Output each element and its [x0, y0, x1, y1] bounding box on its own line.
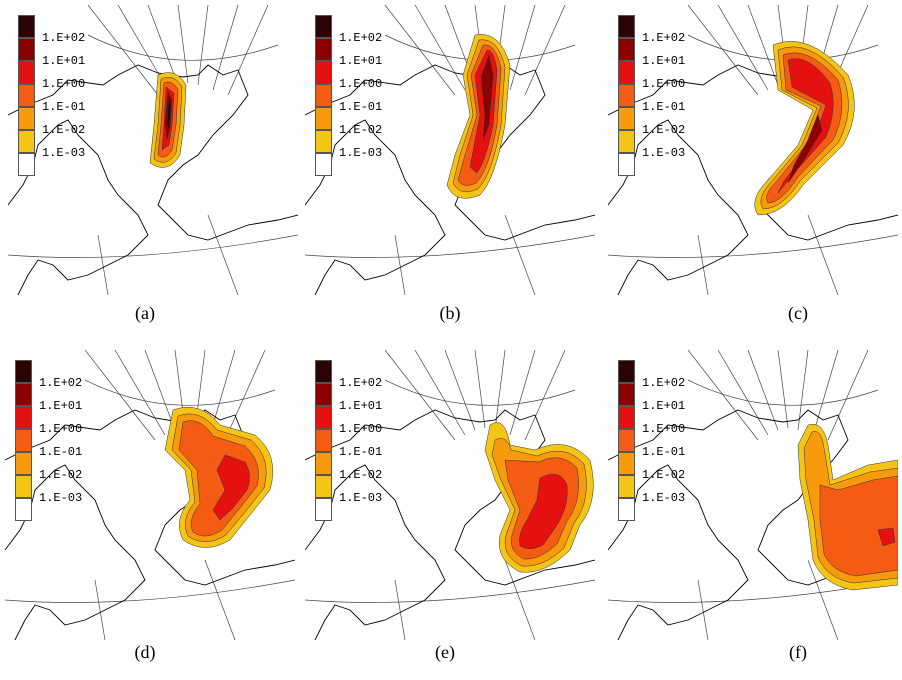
legend-label: 1.E-02 — [39, 468, 83, 482]
map-f — [608, 350, 898, 640]
legend-label: 1.E+00 — [642, 422, 686, 436]
map-a — [8, 5, 298, 295]
legend-swatch — [315, 107, 332, 130]
legend-swatch — [18, 153, 35, 176]
legend-label: 1.E+00 — [42, 77, 86, 91]
map-panel-e: 1.E+02 1.E+01 1.E+00 1.E-01 1.E-02 1.E-0… — [305, 350, 595, 680]
legend-swatch — [15, 452, 32, 475]
legend-swatch — [315, 429, 332, 452]
panel-caption: (a) — [135, 303, 155, 323]
panel-caption: (c) — [788, 303, 808, 323]
legend-label: 1.E+02 — [39, 376, 83, 390]
legend-swatch — [18, 107, 35, 130]
legend-swatch — [315, 360, 332, 383]
legend-label: 1.E+01 — [42, 54, 86, 68]
legend-swatch — [18, 15, 35, 38]
legend-label: 1.E+02 — [642, 31, 686, 45]
legend-swatch — [618, 61, 635, 84]
map-panel-f: 1.E+02 1.E+01 1.E+00 1.E-01 1.E-02 1.E-0… — [608, 350, 898, 680]
legend-label: 1.E+01 — [339, 399, 383, 413]
legend-label: 1.E+00 — [339, 77, 383, 91]
legend-swatch — [618, 107, 635, 130]
legend-swatch — [18, 38, 35, 61]
legend-label: 1.E-03 — [42, 146, 86, 160]
legend-swatch — [15, 475, 32, 498]
legend-swatch — [15, 498, 32, 521]
legend-swatch — [618, 130, 635, 153]
legend-label: 1.E-01 — [642, 100, 686, 114]
legend-swatch — [618, 38, 635, 61]
legend-swatch — [618, 360, 635, 383]
legend-label: 1.E+02 — [339, 376, 383, 390]
legend-label: 1.E-01 — [339, 445, 383, 459]
panel-caption: (d) — [134, 642, 156, 662]
legend-label: 1.E+02 — [642, 376, 686, 390]
legend-swatch — [618, 452, 635, 475]
legend-swatch — [315, 15, 332, 38]
legend-swatch — [15, 383, 32, 406]
legend-swatch — [15, 360, 32, 383]
legend-swatch — [618, 406, 635, 429]
legend-swatch — [315, 130, 332, 153]
legend-label: 1.E+00 — [339, 422, 383, 436]
legend-label: 1.E+00 — [39, 422, 83, 436]
legend-label: 1.E-01 — [339, 100, 383, 114]
legend-label: 1.E+02 — [339, 31, 383, 45]
legend-label: 1.E-01 — [42, 100, 86, 114]
panel-caption: (f) — [789, 642, 807, 662]
map-b — [305, 5, 595, 295]
legend-label: 1.E-02 — [339, 468, 383, 482]
map-panel-b: 1.E+02 1.E+01 1.E+00 1.E-01 1.E-02 1.E-0… — [305, 5, 595, 335]
legend-label: 1.E-01 — [39, 445, 83, 459]
legend-label: 1.E-02 — [42, 123, 86, 137]
legend-swatch — [315, 406, 332, 429]
legend-swatch — [618, 84, 635, 107]
legend-label: 1.E-02 — [339, 123, 383, 137]
legend-swatch — [315, 153, 332, 176]
map-c — [608, 5, 898, 295]
legend-label: 1.E-02 — [642, 468, 686, 482]
panel-caption: (e) — [435, 642, 455, 662]
legend-swatch — [315, 61, 332, 84]
map-d — [5, 350, 295, 640]
legend-label: 1.E+01 — [39, 399, 83, 413]
legend-label: 1.E-02 — [642, 123, 686, 137]
legend-swatch — [315, 383, 332, 406]
legend-swatch — [315, 84, 332, 107]
panel-caption: (b) — [439, 303, 461, 323]
legend-swatch — [315, 452, 332, 475]
legend-label: 1.E+01 — [642, 399, 686, 413]
legend-swatch — [618, 475, 635, 498]
legend-swatch — [618, 153, 635, 176]
legend-swatch — [618, 15, 635, 38]
map-e — [305, 350, 595, 640]
legend-swatch — [315, 38, 332, 61]
legend-swatch — [15, 406, 32, 429]
legend-swatch — [315, 498, 332, 521]
legend-swatch — [18, 130, 35, 153]
legend-label: 1.E-03 — [339, 146, 383, 160]
legend-swatch — [618, 383, 635, 406]
legend-label: 1.E+01 — [339, 54, 383, 68]
legend-swatch — [315, 475, 332, 498]
map-panel-d: 1.E+02 1.E+01 1.E+00 1.E-01 1.E-02 1.E-0… — [5, 350, 295, 680]
legend-label: 1.E+00 — [642, 77, 686, 91]
legend-label: 1.E+02 — [42, 31, 86, 45]
legend-label: 1.E-03 — [642, 491, 686, 505]
legend-label: 1.E+01 — [642, 54, 686, 68]
map-panel-c: 1.E+02 1.E+01 1.E+00 1.E-01 1.E-02 1.E-0… — [608, 5, 898, 335]
map-panel-a: 1.E+02 1.E+01 1.E+00 1.E-01 1.E-02 1.E-0… — [8, 5, 298, 335]
legend-label: 1.E-01 — [642, 445, 686, 459]
legend-swatch — [618, 429, 635, 452]
legend-label: 1.E-03 — [339, 491, 383, 505]
legend-label: 1.E-03 — [642, 146, 686, 160]
legend-swatch — [18, 84, 35, 107]
legend-swatch — [618, 498, 635, 521]
legend-swatch — [15, 429, 32, 452]
legend-swatch — [18, 61, 35, 84]
legend-label: 1.E-03 — [39, 491, 83, 505]
